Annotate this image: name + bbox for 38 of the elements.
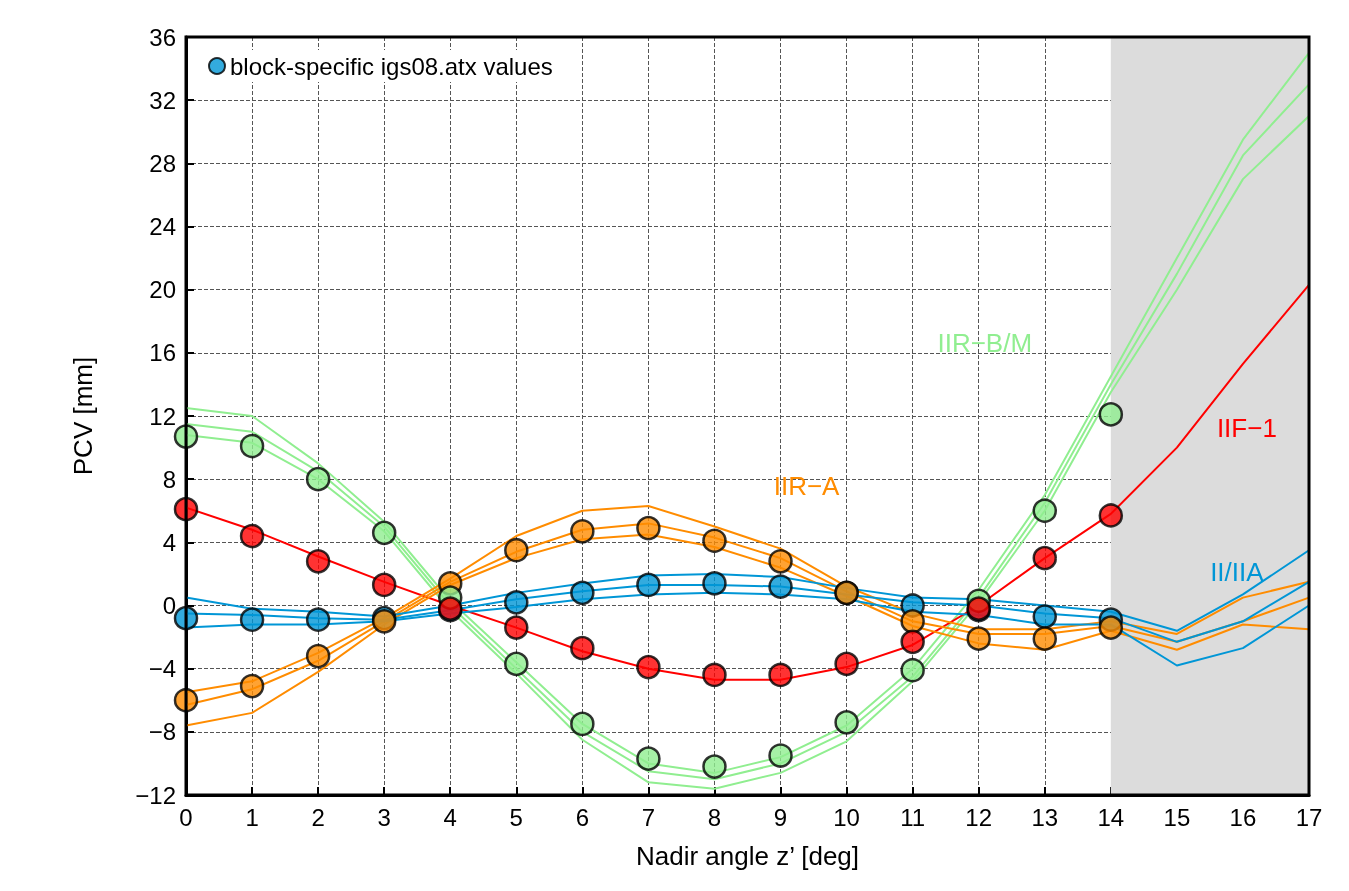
x-tick-label: 12 <box>965 803 993 831</box>
x-tick-label: 5 <box>509 803 523 831</box>
y-tick-label: 16 <box>149 339 176 367</box>
text: IIR−A <box>773 471 841 502</box>
x-tick-label: 1 <box>245 803 259 831</box>
x-tick-label: 15 <box>1163 803 1191 831</box>
x-tick-label: 6 <box>575 803 590 831</box>
x-tick-label: 7 <box>641 803 656 831</box>
series-label: II/IIA <box>1210 556 1265 587</box>
x-tick-label: 4 <box>443 803 457 831</box>
y-tick-label: 36 <box>149 23 176 51</box>
x-axis-title: Nadir angle z’ [deg] <box>635 841 860 871</box>
x-tick-label: 14 <box>1097 803 1125 831</box>
text: IIR−B/M <box>937 327 1033 358</box>
y-tick-label: 8 <box>162 465 176 493</box>
y-tick-label: 4 <box>162 528 176 556</box>
x-tick-label: 13 <box>1031 803 1059 831</box>
x-tick-label: 0 <box>179 803 193 831</box>
series-label: IIF−1 <box>1216 412 1277 443</box>
y-tick-label: 24 <box>149 213 176 240</box>
x-tick-label: 17 <box>1295 803 1323 831</box>
y-tick-label: 12 <box>149 402 176 430</box>
y-tick-label: −12 <box>135 781 176 809</box>
y-axis-title: PCV [mm] <box>68 356 98 476</box>
x-tick-label: 9 <box>773 803 788 831</box>
x-tick-label: 3 <box>377 803 391 831</box>
y-tick-label: 20 <box>149 276 176 304</box>
y-tick-label: 32 <box>149 86 176 114</box>
y-tick-label: 28 <box>149 149 176 177</box>
x-tick-label: 10 <box>833 803 860 831</box>
x-tick-label: 16 <box>1229 803 1257 831</box>
x-tick-label: 2 <box>311 803 325 831</box>
y-tick-label: 0 <box>162 592 176 619</box>
x-tick-label: 8 <box>707 803 722 831</box>
x-tick-label: 11 <box>900 803 926 831</box>
legend-label: block-specific igs08.atx values <box>230 52 553 80</box>
y-tick-label: −4 <box>148 655 176 683</box>
y-tick-label: −8 <box>148 718 176 746</box>
